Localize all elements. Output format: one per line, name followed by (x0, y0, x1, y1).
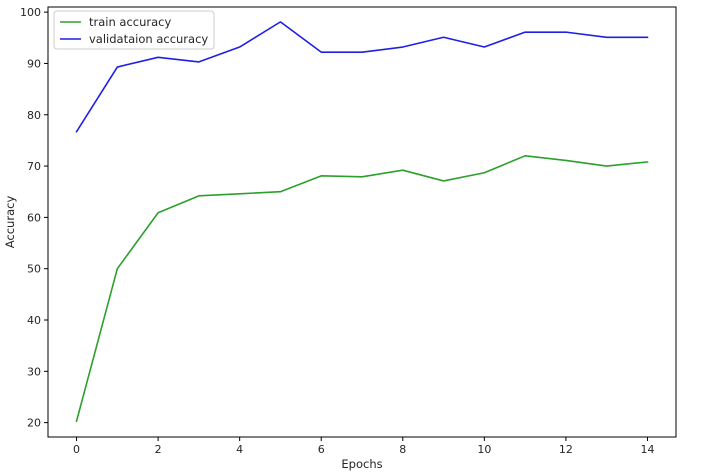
y-tick-label: 20 (27, 417, 41, 430)
plot-frame (47, 6, 677, 438)
series-line-train-accuracy (75, 155, 649, 423)
y-axis-ticks: 20 30 40 50 60 70 80 90 100 (20, 6, 48, 430)
legend-label: validataion accuracy (89, 32, 208, 46)
x-tick-label: 10 (477, 443, 491, 456)
y-tick-label: 100 (20, 6, 41, 19)
x-tick-label: 8 (399, 443, 406, 456)
y-tick-label: 30 (27, 365, 41, 378)
x-tick-label: 12 (559, 443, 573, 456)
legend-label: train accuracy (89, 15, 172, 29)
x-axis-ticks: 0 2 4 6 8 10 12 14 (73, 437, 654, 456)
x-axis-label: Epochs (341, 457, 382, 471)
x-tick-label: 6 (318, 443, 325, 456)
y-tick-label: 50 (27, 263, 41, 276)
y-tick-label: 90 (27, 57, 41, 70)
legend: train accuracy validataion accuracy (53, 10, 215, 50)
y-tick-label: 80 (27, 109, 41, 122)
y-tick-label: 60 (27, 211, 41, 224)
axes-frame (47, 6, 677, 438)
series-line-validation-accuracy (75, 21, 649, 133)
x-tick-label: 2 (155, 443, 162, 456)
legend-box (53, 10, 215, 50)
series-layer (75, 21, 649, 423)
y-axis-label: Accuracy (3, 196, 17, 249)
x-tick-label: 4 (236, 443, 243, 456)
x-tick-label: 14 (640, 443, 654, 456)
y-tick-label: 70 (27, 160, 41, 173)
y-tick-label: 40 (27, 314, 41, 327)
x-tick-label: 0 (73, 443, 80, 456)
